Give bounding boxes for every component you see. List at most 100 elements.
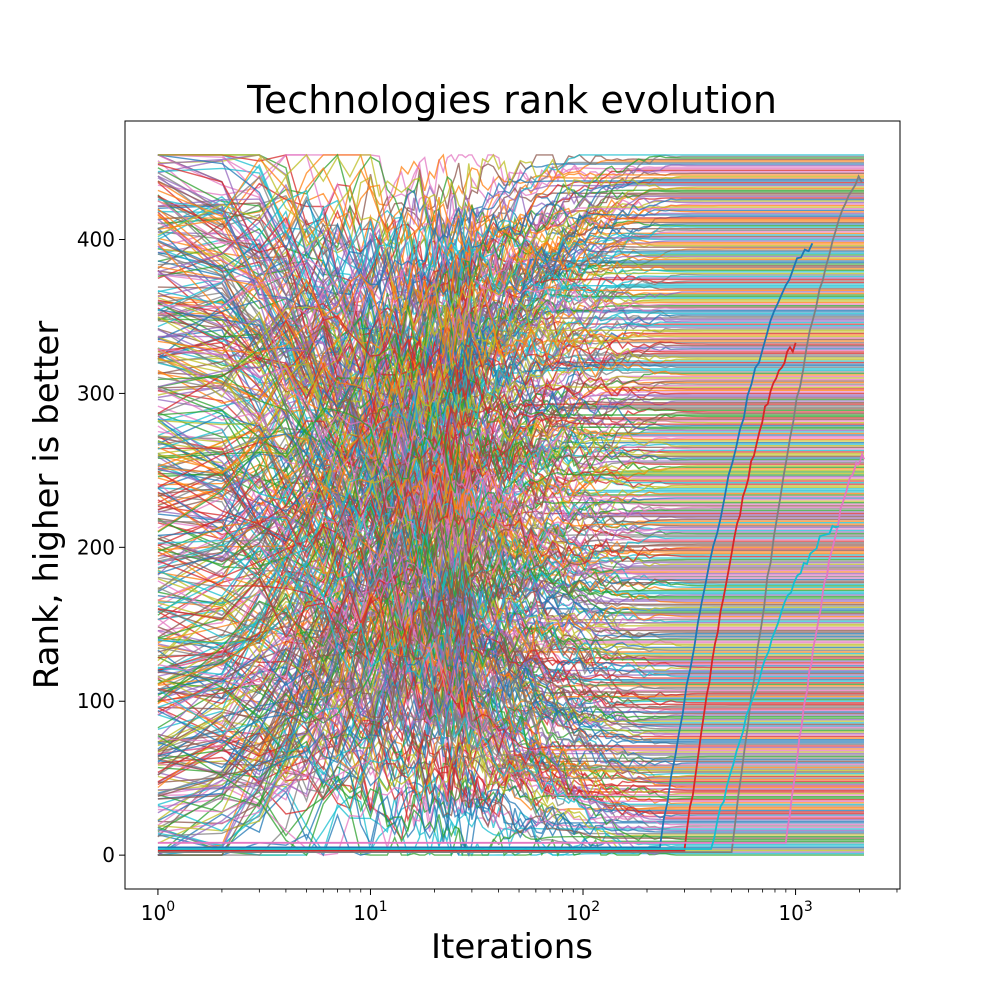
series-line: [157, 429, 864, 516]
series-line: [157, 593, 864, 698]
series-line: [157, 387, 864, 578]
series-line: [157, 178, 864, 537]
series-line: [157, 318, 864, 397]
series-line: [157, 296, 864, 490]
series-line: [157, 494, 864, 781]
series-line: [157, 731, 864, 857]
y-tick-label: 200: [77, 535, 115, 559]
series-line: [157, 163, 864, 427]
x-axis: 100 101 102 103: [141, 889, 898, 925]
series-line: [157, 350, 864, 524]
series-line: [157, 457, 864, 564]
series-line: [157, 403, 864, 488]
series-line: [157, 549, 864, 798]
series-line: [157, 576, 864, 781]
series-line: [157, 153, 864, 199]
series-line: [157, 419, 864, 813]
series-line: [157, 339, 864, 551]
series-line: [157, 299, 864, 761]
series-line: [157, 189, 864, 286]
series-line: [157, 206, 864, 753]
series-line: [157, 433, 864, 569]
series-line: [157, 207, 864, 743]
series-line: [157, 319, 864, 832]
series-line: [157, 247, 864, 846]
series-line: [157, 779, 864, 856]
series-line: [157, 657, 864, 769]
series-line: [157, 199, 864, 579]
series-line: [157, 418, 864, 744]
series-line: [157, 254, 864, 341]
series-line: [157, 306, 864, 407]
series-line: [157, 471, 864, 833]
series-line: [157, 428, 864, 679]
late-climber-line: [157, 174, 863, 853]
series-line: [157, 241, 864, 401]
y-tick-label: 100: [77, 689, 115, 713]
y-tick-label: 0: [102, 843, 115, 867]
series-line: [157, 574, 864, 683]
y-tick-label: 300: [77, 381, 115, 405]
series-line: [157, 570, 864, 749]
series-line: [157, 309, 864, 383]
series-lines: [157, 153, 865, 858]
series-line: [157, 172, 864, 501]
late-climber-line: [157, 524, 840, 850]
series-line: [157, 611, 864, 725]
series-line: [157, 347, 864, 442]
series-line: [157, 435, 864, 756]
series-line: [157, 298, 864, 395]
series-line: [157, 209, 864, 356]
series-line: [157, 420, 864, 568]
series-line: [157, 171, 864, 378]
series-line: [157, 245, 864, 776]
series-line: [157, 311, 864, 458]
series-line: [157, 153, 864, 211]
x-tick-label: 102: [566, 899, 600, 925]
series-line: [157, 241, 864, 775]
series-line: [157, 208, 864, 810]
series-line: [157, 180, 864, 725]
series-line: [157, 316, 864, 420]
series-line: [157, 515, 864, 806]
series-line: [157, 688, 864, 801]
series-line: [157, 559, 864, 850]
series-line: [157, 348, 864, 494]
series-line: [157, 209, 864, 307]
series-line: [157, 218, 864, 379]
series-line: [157, 798, 864, 857]
series-line: [157, 226, 864, 758]
series-line: [157, 688, 864, 837]
x-axis-label: Iterations: [431, 927, 593, 967]
plot-frame: [124, 120, 901, 890]
series-line: [157, 174, 864, 361]
y-axis-label: Rank, higher is better: [27, 321, 67, 689]
chart-title: Technologies rank evolution: [246, 78, 777, 122]
series-line: [157, 795, 864, 857]
series-line: [157, 154, 864, 432]
series-line: [157, 199, 864, 329]
series-line: [157, 247, 864, 415]
series-line: [157, 603, 864, 749]
series-line: [157, 477, 864, 814]
series-line: [157, 184, 864, 576]
series-line: [157, 221, 864, 797]
series-line: [157, 357, 864, 529]
series-line: [157, 167, 864, 288]
series-line: [157, 273, 864, 467]
series-line: [157, 154, 864, 430]
series-line: [157, 439, 864, 832]
series-line: [157, 520, 864, 752]
y-axis: 0 100 200 300 400: [77, 228, 125, 867]
late-climber-line: [157, 242, 814, 849]
x-tick-label: 103: [778, 899, 812, 925]
series-line: [157, 154, 864, 314]
series-line: [157, 163, 864, 295]
series-line: [157, 437, 864, 683]
series-line: [157, 354, 864, 591]
x-tick-label: 100: [141, 899, 175, 925]
series-line: [157, 504, 864, 710]
series-line: [157, 524, 864, 791]
series-line: [157, 183, 864, 483]
